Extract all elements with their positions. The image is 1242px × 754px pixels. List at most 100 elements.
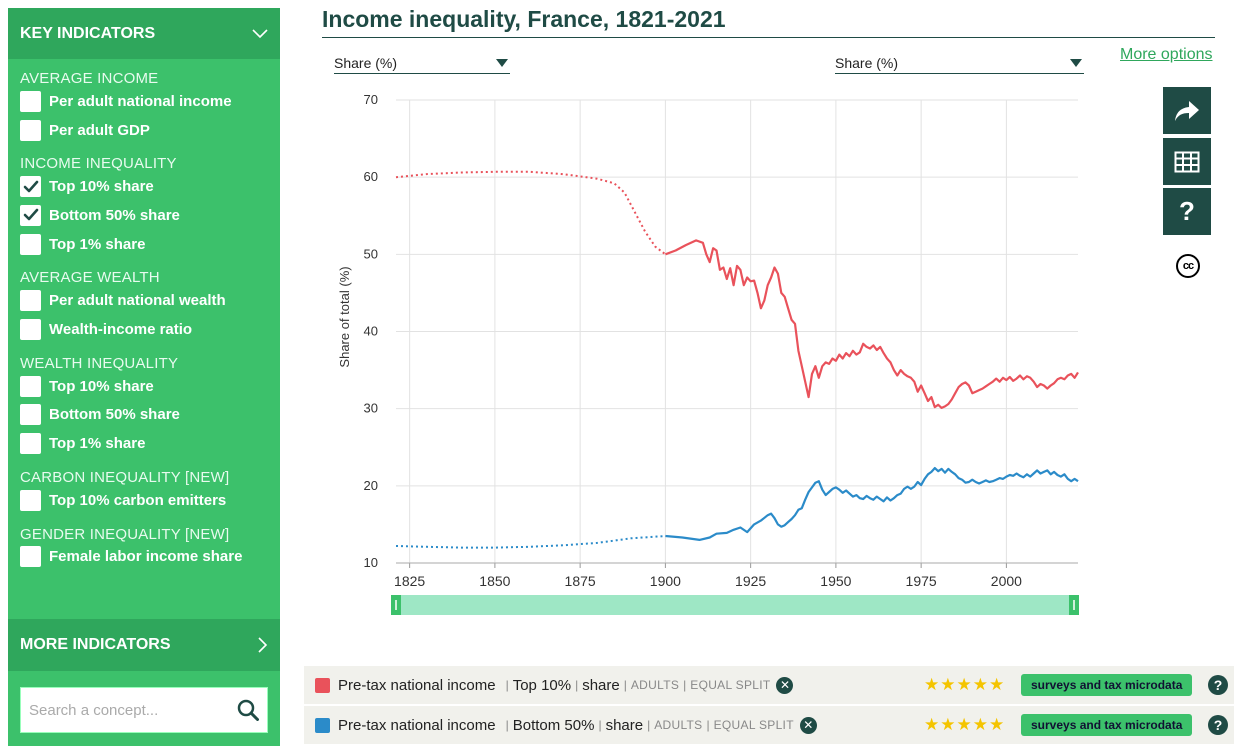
- indicator-label: Per adult national income: [49, 92, 232, 110]
- checkbox[interactable]: [20, 546, 41, 568]
- chart-title: Income inequality, France, 1821-2021: [322, 6, 726, 32]
- separator: |: [598, 718, 602, 732]
- y-tick-label: 20: [364, 478, 378, 493]
- indicator-item[interactable]: Top 10% carbon emitters: [8, 486, 280, 515]
- data-source-badge[interactable]: surveys and tax microdata: [1021, 714, 1193, 736]
- more-options-link[interactable]: More options: [1120, 46, 1213, 63]
- indicator-item[interactable]: Top 10% share: [8, 372, 280, 401]
- legend-row: Pre-tax national income | Bottom 50% | share…: [304, 706, 1234, 744]
- y-axis-ticks: 10 20 30 40 50 60 70: [364, 92, 378, 570]
- legend-series-name: Pre-tax national income: [338, 676, 496, 694]
- remove-series-icon[interactable]: ✕: [776, 676, 794, 694]
- indicator-item[interactable]: Top 10% share: [8, 172, 280, 201]
- indicator-item[interactable]: Bottom 50% share: [8, 201, 280, 230]
- checkbox[interactable]: [20, 290, 41, 312]
- indicator-sidebar: KEY INDICATORS AVERAGE INCOME Per adult n…: [8, 8, 280, 746]
- creative-commons-icon[interactable]: cc: [1176, 254, 1200, 278]
- indicator-item[interactable]: Per adult GDP: [8, 116, 280, 145]
- help-icon[interactable]: ?: [1208, 715, 1228, 735]
- title-divider: [322, 37, 1215, 38]
- dropdown-arrow-icon: [1070, 58, 1082, 67]
- legend-group: Bottom 50%: [512, 716, 595, 734]
- checkbox-checked[interactable]: [20, 204, 41, 226]
- help-icon[interactable]: ?: [1208, 675, 1228, 695]
- y-tick-label: 60: [364, 169, 378, 184]
- left-axis-selector[interactable]: Share (%): [334, 52, 510, 74]
- y-tick-label: 10: [364, 555, 378, 570]
- checkbox[interactable]: [20, 119, 41, 141]
- help-button[interactable]: ?: [1163, 188, 1211, 235]
- indicator-label: Bottom 50% share: [49, 206, 180, 224]
- indicator-label: Top 1% share: [49, 435, 146, 453]
- series-color-swatch: [315, 677, 330, 693]
- right-axis-selector[interactable]: Share (%): [835, 52, 1084, 74]
- x-tick-label: 2000: [991, 573, 1022, 589]
- y-tick-label: 50: [364, 246, 378, 261]
- x-tick-label: 1975: [906, 573, 937, 589]
- series-color-swatch: [315, 717, 330, 733]
- indicator-item[interactable]: Top 1% share: [8, 230, 280, 259]
- indicator-item[interactable]: Wealth-income ratio: [8, 315, 280, 344]
- chart-grid: [396, 99, 1078, 568]
- section-title: CARBON INEQUALITY [NEW]: [20, 468, 230, 486]
- range-slider-track[interactable]: [391, 595, 1079, 615]
- indicator-item[interactable]: Female labor income share: [8, 543, 280, 572]
- more-indicators-label: MORE INDICATORS: [20, 636, 171, 653]
- legend-group: Top 10%: [512, 676, 572, 694]
- checkbox[interactable]: [20, 489, 41, 511]
- x-tick-label: 1900: [650, 573, 681, 589]
- series-line-estimated-0: [395, 170, 667, 256]
- chart-lines: [395, 170, 1079, 549]
- indicator-item[interactable]: Top 1% share: [8, 429, 280, 458]
- indicator-item[interactable]: Per adult national wealth: [8, 286, 280, 315]
- checkbox[interactable]: [20, 433, 41, 455]
- separator: |: [706, 718, 710, 732]
- quality-stars: ★★★★★: [924, 715, 1006, 734]
- section-title: AVERAGE WEALTH: [20, 269, 160, 287]
- indicator-label: Top 10% carbon emitters: [49, 491, 227, 509]
- indicator-item[interactable]: Bottom 50% share: [8, 401, 280, 430]
- checkbox[interactable]: [20, 375, 41, 397]
- separator: |: [575, 678, 579, 692]
- chevron-down-icon: [252, 28, 268, 38]
- x-tick-label: 1850: [479, 573, 510, 589]
- indicator-label: Top 10% share: [49, 377, 154, 395]
- legend-population: ADULTS: [654, 718, 703, 732]
- table-icon: [1174, 151, 1200, 172]
- checkbox[interactable]: [20, 90, 41, 112]
- indicator-label: Wealth-income ratio: [49, 320, 193, 338]
- separator: |: [683, 678, 687, 692]
- x-tick-label: 1950: [820, 573, 851, 589]
- checkbox-checked[interactable]: [20, 176, 41, 198]
- checkbox[interactable]: [20, 404, 41, 426]
- data-table-button[interactable]: [1163, 138, 1211, 185]
- x-axis-ticks: 1825 1850 1875 1900 1925 1950 1975 2000: [394, 573, 1022, 589]
- concept-search-input[interactable]: [21, 688, 228, 732]
- search-icon[interactable]: [228, 699, 267, 721]
- section-title: WEALTH INEQUALITY: [20, 354, 179, 372]
- legend-measure: share: [605, 716, 644, 734]
- section-title: GENDER INEQUALITY [NEW]: [20, 525, 230, 543]
- indicator-item[interactable]: Per adult national income: [8, 87, 280, 116]
- y-tick-label: 70: [364, 92, 378, 107]
- share-button[interactable]: [1163, 87, 1211, 134]
- key-indicators-header[interactable]: KEY INDICATORS: [8, 8, 280, 59]
- x-tick-label: 1825: [394, 573, 425, 589]
- section-title: INCOME INEQUALITY: [20, 155, 177, 173]
- checkbox[interactable]: [20, 318, 41, 340]
- checkbox[interactable]: [20, 233, 41, 255]
- indicator-label: Per adult GDP: [49, 121, 150, 139]
- legend-split: EQUAL SPLIT: [690, 678, 771, 692]
- help-icon: ?: [1179, 196, 1195, 226]
- dropdown-arrow-icon: [496, 58, 508, 67]
- legend-population: ADULTS: [630, 678, 680, 692]
- x-tick-label: 1875: [565, 573, 596, 589]
- data-source-badge[interactable]: surveys and tax microdata: [1021, 674, 1193, 696]
- more-indicators-button[interactable]: MORE INDICATORS: [8, 619, 280, 671]
- x-tick-label: 1925: [735, 573, 766, 589]
- indicator-label: Bottom 50% share: [49, 406, 180, 424]
- indicator-label: Top 1% share: [49, 235, 146, 253]
- remove-series-icon[interactable]: ✕: [799, 716, 817, 734]
- separator: |: [623, 678, 627, 692]
